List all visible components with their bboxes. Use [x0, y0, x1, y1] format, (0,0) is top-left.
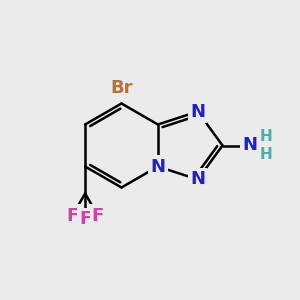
- Text: F: F: [92, 207, 104, 225]
- Text: Br: Br: [110, 79, 133, 97]
- Text: H: H: [260, 129, 272, 144]
- Text: F: F: [66, 207, 79, 225]
- Text: N: N: [190, 103, 205, 121]
- Text: N: N: [190, 170, 205, 188]
- Text: N: N: [242, 136, 257, 154]
- Text: F: F: [79, 210, 91, 228]
- Text: N: N: [150, 158, 165, 175]
- Text: H: H: [260, 147, 272, 162]
